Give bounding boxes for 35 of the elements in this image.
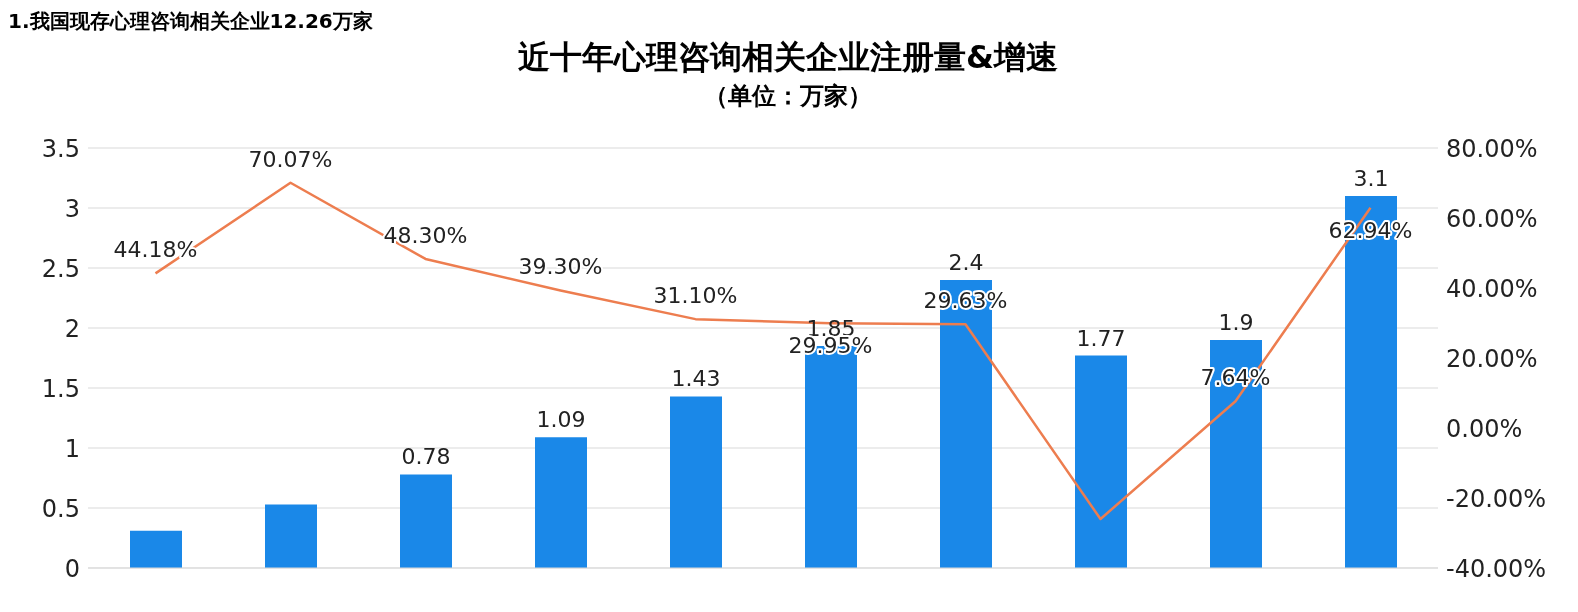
bar: [1075, 355, 1127, 568]
data-label: 31.10%: [653, 283, 738, 309]
data-label: 48.30%: [383, 222, 468, 248]
data-label: 0.78: [401, 444, 451, 470]
data-label: 39.30%: [518, 254, 603, 280]
text: 1.我国现存心理咨询相关企业12.26万家: [8, 8, 374, 35]
data-label: 70.07%: [248, 146, 333, 172]
y2-tick-label: 20.00%: [1446, 344, 1538, 373]
y2-tick-label: -40.00%: [1446, 554, 1547, 583]
data-label: 2.4: [948, 250, 984, 275]
y-tick-label: 3: [64, 194, 80, 223]
y2-tick-label: 80.00%: [1446, 134, 1538, 163]
bar: [130, 530, 182, 568]
y2-tick-label: -20.00%: [1446, 484, 1547, 513]
y2-tick-label: 60.00%: [1446, 204, 1538, 233]
y-tick-label: 0.5: [41, 494, 80, 523]
y-tick-label: 3.5: [41, 134, 80, 163]
data-label: 1.09: [536, 407, 586, 433]
y2-tick-label: 40.00%: [1446, 274, 1538, 303]
chart-title: 近十年心理咨询相关企业注册量&增速: [517, 37, 1059, 78]
data-label: 3.1: [1353, 166, 1389, 191]
y-tick-label: 0: [64, 554, 80, 583]
y-tick-label: 2: [64, 314, 80, 343]
bar: [400, 474, 452, 568]
bar: [670, 396, 722, 568]
chart-subtitle: （单位：万家）: [703, 81, 873, 112]
y2-tick-label: 0.00%: [1446, 414, 1523, 443]
bar: [535, 437, 587, 568]
y-tick-label: 2.5: [41, 254, 80, 283]
data-label: 1.77: [1076, 325, 1126, 351]
y-tick-label: 1.5: [41, 374, 80, 403]
y-tick-label: 1: [64, 434, 80, 463]
bar: [265, 504, 317, 568]
data-label: 1.43: [671, 366, 721, 392]
data-label: 1.9: [1218, 310, 1254, 335]
